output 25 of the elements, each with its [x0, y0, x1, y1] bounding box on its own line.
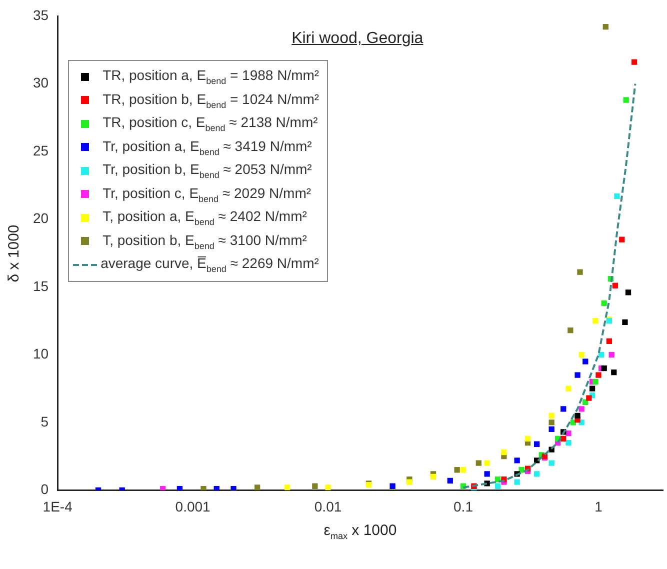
- x-tick-label: 1: [594, 498, 603, 514]
- y-tick-label: 30: [32, 74, 49, 91]
- x-tick-label: 0.1: [454, 498, 474, 514]
- y-tick-label: 5: [40, 413, 49, 430]
- legend-label: TR, position c, E$_{bend}$ ≈ 2138 N/mm²: [102, 114, 318, 134]
- y-tick-label: 0: [40, 481, 49, 498]
- y-tick-label: 20: [32, 210, 49, 226]
- x-tick-label: 0.001: [175, 498, 211, 514]
- y-axis-title: δ x 1000: [5, 224, 22, 282]
- y-tick-label: 25: [32, 142, 49, 158]
- annotation: Kiri wood, Georgia: [292, 30, 424, 48]
- legend-label: Tr, position b, E$_{bend}$ ≈ 2053 N/mm²: [102, 161, 312, 180]
- legend-label: Tr, position a, E$_{bend}$ ≈ 3419 N/mm²: [102, 138, 312, 157]
- legend-label: average curve, E̅$_{bend}$ ≈ 2269 N/mm²: [100, 255, 319, 274]
- x-tick-label: 1E-4: [42, 498, 73, 514]
- x-axis-title: ε$_{max}$ x 1000: [324, 522, 397, 542]
- x-tick-label: 0.01: [314, 498, 342, 514]
- y-tick-label: 35: [32, 6, 49, 23]
- legend-label: TR, position b, E$_{bend}$ = 1024 N/mm²: [102, 90, 320, 110]
- legend-label: T, position b, E$_{bend}$ ≈ 3100 N/mm²: [102, 232, 307, 251]
- y-tick-label: 10: [32, 346, 49, 362]
- legend-label: Tr, position c, E$_{bend}$ ≈ 2029 N/mm²: [102, 184, 312, 204]
- legend-label: T, position a, E$_{bend}$ ≈ 2402 N/mm²: [102, 208, 307, 228]
- y-tick-label: 15: [32, 278, 49, 294]
- legend-label: TR, position a, E$_{bend}$ = 1988 N/mm²: [102, 67, 320, 86]
